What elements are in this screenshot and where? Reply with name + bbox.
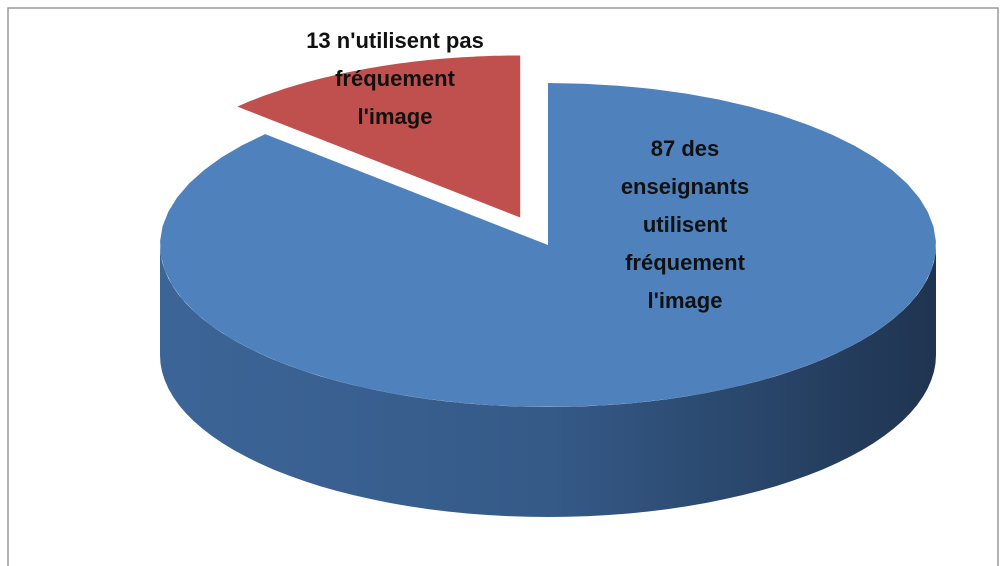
slice-side xyxy=(160,245,936,517)
slice xyxy=(160,83,936,407)
data-label: 13 n'utilisent pas fréquement l'image xyxy=(306,28,484,129)
data-label: 87 des enseignants utilisent fréquement … xyxy=(620,136,750,313)
frame xyxy=(7,7,999,566)
slice xyxy=(237,55,521,218)
